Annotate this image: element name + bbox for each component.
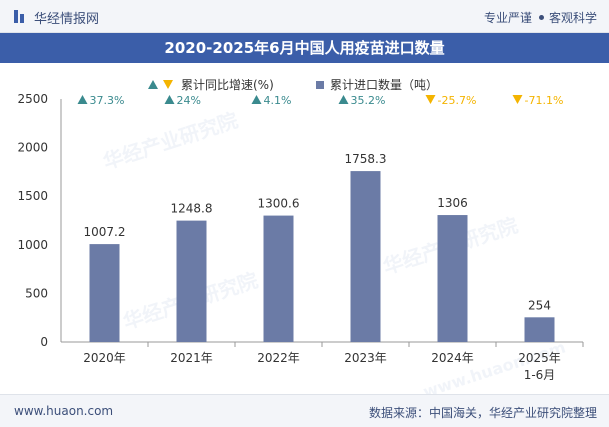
growth-down-marker bbox=[425, 95, 436, 104]
y-tick-label: 1500 bbox=[17, 189, 48, 203]
bar bbox=[350, 171, 381, 342]
bar-value-label: 254 bbox=[528, 298, 551, 312]
slogan-left: 专业严谨 bbox=[483, 11, 532, 25]
x-tick-label: 2021年 bbox=[170, 351, 213, 365]
growth-up-marker bbox=[251, 95, 262, 104]
x-tick-label: 2022年 bbox=[257, 351, 300, 365]
bar bbox=[524, 317, 555, 342]
bar-value-label: 1300.6 bbox=[258, 197, 300, 211]
x-tick-label-line2: 1-6月 bbox=[524, 368, 556, 382]
growth-up-marker bbox=[338, 95, 349, 104]
growth-label: -25.7% bbox=[438, 94, 477, 107]
logo-icon bbox=[14, 10, 24, 23]
x-tick-label: 2025年 bbox=[518, 351, 561, 365]
legend-import-label: 累计进口数量（吨） bbox=[330, 78, 439, 92]
legend-import: 累计进口数量（吨） bbox=[316, 76, 438, 93]
x-tick-label: 2024年 bbox=[431, 351, 474, 365]
data-source: 数据来源：中国海关，华经产业研究院整理 bbox=[368, 406, 597, 420]
growth-up-marker bbox=[164, 95, 175, 104]
legend-swatch bbox=[316, 80, 324, 89]
bar-value-label: 1758.3 bbox=[345, 152, 387, 166]
y-tick-label: 2500 bbox=[17, 92, 48, 106]
legend-growth-label: 累计同比增速(%) bbox=[181, 78, 274, 92]
chart-title: 2020-2025年6月中国人用疫苗进口数量 bbox=[0, 33, 609, 63]
growth-label: 37.3% bbox=[90, 94, 125, 107]
y-tick-label: 0 bbox=[40, 335, 48, 349]
y-tick-label: 500 bbox=[25, 286, 48, 300]
growth-label: 35.2% bbox=[351, 94, 386, 107]
y-tick-label: 2000 bbox=[17, 141, 48, 155]
footer-site: www.huaon.com bbox=[14, 404, 114, 418]
bar bbox=[437, 215, 468, 342]
chart-legend: 累计同比增速(%) 累计进口数量（吨） bbox=[0, 76, 609, 94]
x-tick-label: 2023年 bbox=[344, 351, 387, 365]
growth-label: -71.1% bbox=[525, 94, 564, 107]
slogan-dot bbox=[538, 15, 544, 20]
slogan: 专业严谨 客观科学 bbox=[484, 9, 597, 26]
bar-value-label: 1248.8 bbox=[171, 202, 213, 216]
bar bbox=[176, 220, 207, 342]
growth-down-marker bbox=[512, 95, 523, 104]
footer: www.huaon.com 数据来源：中国海关，华经产业研究院整理 bbox=[0, 394, 609, 427]
bar-value-label: 1007.2 bbox=[84, 225, 126, 239]
growth-up-marker bbox=[77, 95, 88, 104]
top-bar: 华经情报网 专业严谨 客观科学 bbox=[0, 0, 609, 33]
bar bbox=[89, 244, 120, 342]
y-tick-label: 1000 bbox=[17, 238, 48, 252]
growth-label: 24% bbox=[177, 94, 201, 107]
legend-growth: 累计同比增速(%) bbox=[148, 76, 274, 93]
x-tick-label: 2020年 bbox=[83, 351, 126, 365]
brand-name: 华经情报网 bbox=[34, 12, 100, 27]
growth-label: 4.1% bbox=[264, 94, 292, 107]
bar bbox=[263, 215, 294, 342]
slogan-right: 客观科学 bbox=[548, 11, 597, 25]
triangle-up-icon bbox=[148, 80, 158, 89]
bar-value-label: 1306 bbox=[437, 196, 468, 210]
triangle-down-icon bbox=[163, 80, 173, 89]
